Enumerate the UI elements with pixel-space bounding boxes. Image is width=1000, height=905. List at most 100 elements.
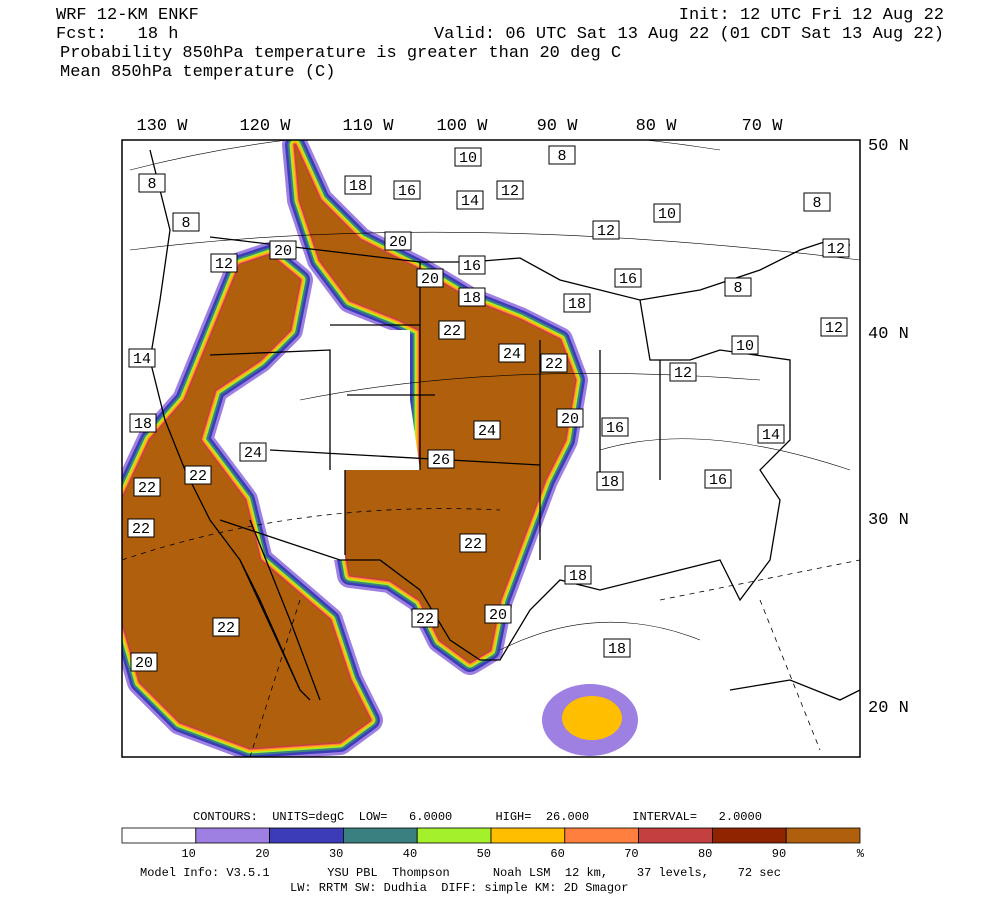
contour-label-box (416, 268, 444, 288)
latitude-label: 40 N (868, 325, 909, 344)
contour-label: 26 (432, 452, 450, 469)
contour-label: 20 (561, 411, 579, 428)
longitude-label: 120 W (239, 117, 291, 136)
contour-label-box (458, 287, 486, 307)
contour-label-box (458, 255, 486, 275)
contour-label-box (603, 638, 631, 658)
map: 10 8 8 18 16 12 14 10 8 8 12 20 20 12 12 16 20 16 8 18 18 12 2… (122, 140, 860, 757)
contour-label-box (601, 417, 629, 437)
contour-label: 10 (459, 150, 477, 167)
contour-label: 12 (215, 256, 233, 273)
colorbar-swatch (564, 827, 639, 844)
contour-label-box (563, 293, 591, 313)
contour-label-box (473, 420, 501, 440)
contour-label: 20 (389, 234, 407, 251)
contour-label: 22 (132, 521, 150, 538)
colorbar-tick-label: 30 (329, 847, 343, 861)
contour-label: 8 (181, 215, 190, 232)
contour-label-box (596, 471, 624, 491)
colorbar-swatch (342, 827, 418, 844)
init: Init: 12 UTC Fri 12 Aug 22 (679, 6, 944, 25)
contour-label: 8 (147, 176, 156, 193)
contour-label-box (127, 518, 155, 538)
colorbar-tick-label: 10 (181, 847, 195, 861)
colorbar-swatch (195, 827, 271, 844)
contour-label-box (411, 608, 439, 628)
contour-label-box (393, 180, 421, 200)
contour-label: 16 (606, 420, 624, 437)
contour-label-box (496, 180, 524, 200)
contour-label-box (724, 277, 752, 297)
contour-label-box (820, 317, 848, 337)
contour-label: 18 (134, 416, 152, 433)
contour-label: 12 (825, 320, 843, 337)
contour-label-box (384, 231, 412, 251)
contour-label-box (184, 465, 212, 485)
longitude-label: 100 W (436, 117, 488, 136)
contour-label-box (459, 533, 487, 553)
contour-label: 20 (421, 271, 439, 288)
contour-label: 18 (349, 178, 367, 195)
axis-labels: 130 W 120 W 110 W 100 W 90 W 80 W 70 W 50 N 40 N… (136, 117, 908, 718)
contour-label-box (212, 617, 240, 637)
contour-label-box (803, 192, 831, 212)
contour-label: 20 (489, 607, 507, 624)
colorbar-tick-label: 90 (772, 847, 786, 861)
contour-label: 24 (503, 346, 521, 363)
contour-label: 8 (557, 148, 566, 165)
contour-label: 24 (478, 423, 496, 440)
valid: Valid: 06 UTC Sat 13 Aug 22 (01 CDT Sat … (434, 25, 944, 44)
colorbar-swatch (416, 827, 492, 844)
longitude-label: 80 W (636, 117, 678, 136)
contour-label-box (454, 147, 482, 167)
contour-label-box (128, 348, 156, 368)
contour-label-box (427, 449, 455, 469)
contour-label-box (540, 353, 568, 373)
description: Mean 850hPa temperature (C) (60, 63, 335, 82)
contour-label: 22 (464, 536, 482, 553)
contour-label: 18 (601, 474, 619, 491)
contour-label-box (130, 652, 158, 672)
contour-label-box (138, 173, 166, 193)
contour-label: 16 (709, 472, 727, 489)
colorbar-swatch (785, 827, 861, 844)
contour-label-box (210, 253, 238, 273)
colorbar-tick-label: 50 (477, 847, 491, 861)
contour-label: 20 (274, 243, 292, 260)
contour-label-box (438, 320, 466, 340)
colorbar-unit: % (857, 847, 865, 861)
colorbar-tick-label: 40 (403, 847, 417, 861)
contour-label: 18 (608, 641, 626, 658)
contour-label-box (484, 604, 512, 624)
contour-label-box (564, 565, 592, 585)
contour-label: 14 (461, 193, 479, 210)
colorbar-tick-label: 60 (550, 847, 564, 861)
contour-label: 22 (189, 468, 207, 485)
contour-label: 22 (416, 611, 434, 628)
contour-label-box (548, 145, 576, 165)
contour-label: 12 (827, 241, 845, 258)
map-frame (121, 139, 861, 758)
contour-label-box (731, 335, 759, 355)
contour-label-box (669, 362, 697, 382)
footer: Model Info: V3.5.1 YSU PBL Thompson Noah… (140, 866, 781, 880)
contour-label: 22 (217, 620, 235, 637)
contour-label-box (556, 408, 584, 428)
contour-label-box (172, 212, 200, 232)
colorbar-swatch (490, 827, 566, 844)
contour-label: 18 (569, 568, 587, 585)
contour-label-box (704, 469, 732, 489)
contour-label: 24 (244, 445, 262, 462)
colorbar-swatch (712, 827, 787, 844)
contour-label: 14 (762, 427, 780, 444)
contour-label-box (592, 220, 620, 240)
contour-label: 8 (733, 280, 742, 297)
colorbar-tick-label: 20 (255, 847, 269, 861)
contour-label: 20 (135, 655, 153, 672)
description: Probability 850hPa temperature is greate… (60, 44, 621, 63)
contour-label-box (133, 477, 161, 497)
contour-info: CONTOURS: UNITS=degC LOW= 6.0000 HIGH= 2… (193, 810, 762, 824)
contour-label-box (456, 190, 484, 210)
contour-label-box (653, 203, 681, 223)
